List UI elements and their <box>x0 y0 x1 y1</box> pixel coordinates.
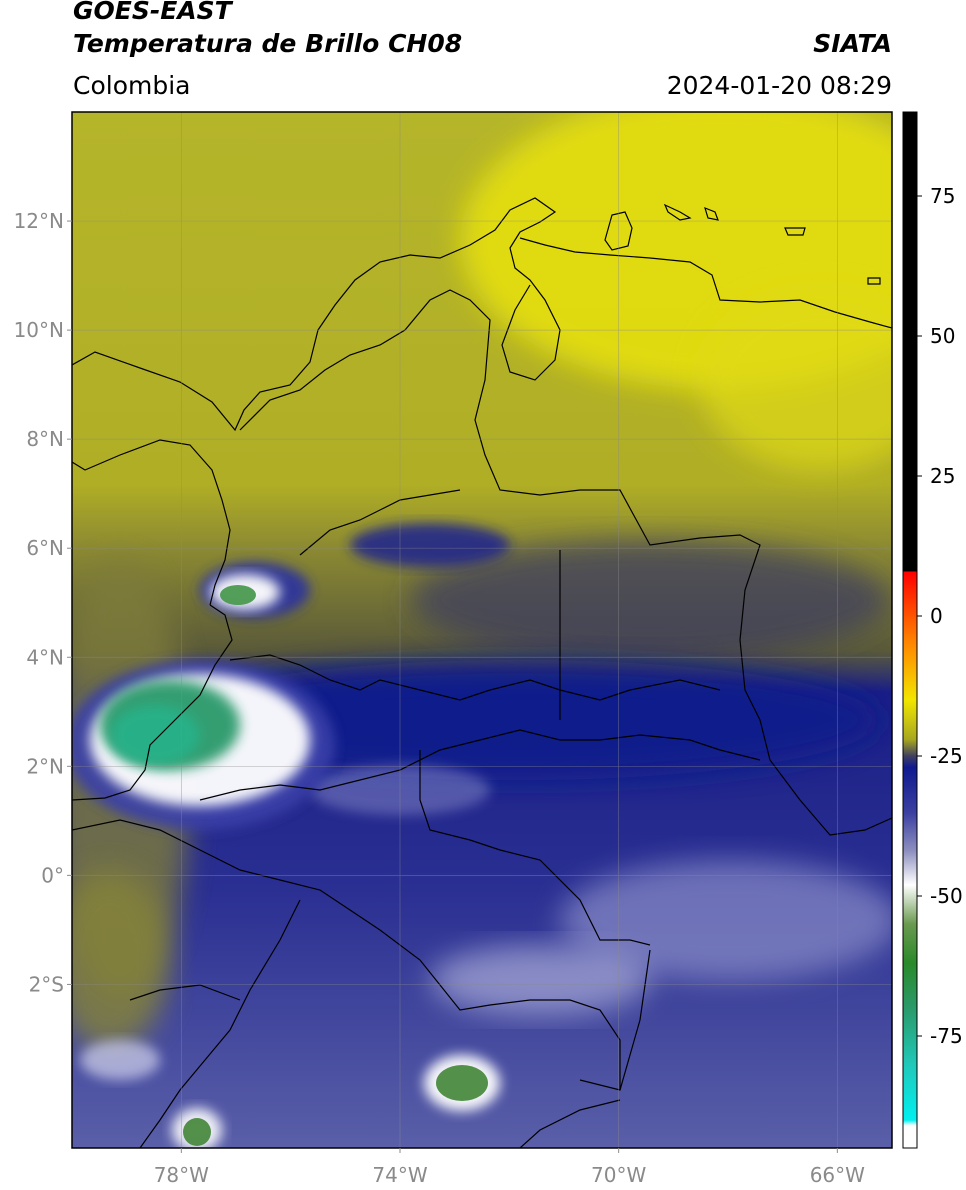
map-gridlines <box>72 112 892 1148</box>
colorbar-frame <box>902 111 918 1149</box>
latitude-axis: 12°N 10°N 8°N 6°N 4°N 2°N 0° 2°S <box>14 209 72 996</box>
lon-tick-label: 66°W <box>810 1163 865 1187</box>
lat-tick-label: 0° <box>41 863 64 887</box>
lat-tick-label: 10°N <box>14 318 64 342</box>
lon-tick-label: 70°W <box>591 1163 646 1187</box>
map-frame <box>71 111 893 1149</box>
colorbar-tick-label: 25 <box>930 464 955 488</box>
lat-tick-label: 2°S <box>29 972 64 996</box>
colorbar-tick-label: 0 <box>930 604 943 628</box>
product-title: Temperatura de Brillo CH08 <box>73 29 463 58</box>
lat-tick-label: 2°N <box>26 754 64 778</box>
colorbar-tick-label: 75 <box>930 184 955 208</box>
region-label: Colombia <box>73 71 191 100</box>
lat-tick-label: 6°N <box>26 536 64 560</box>
lon-tick-label: 78°W <box>154 1163 209 1187</box>
lat-tick-label: 12°N <box>14 209 64 233</box>
coastline-borders <box>72 197 892 1148</box>
satellite-image <box>72 112 892 1148</box>
lat-tick-label: 4°N <box>26 645 64 669</box>
timestamp-label: 2024-01-20 08:29 <box>666 71 892 100</box>
colorbar-tick-label: 50 <box>930 324 955 348</box>
satellite-title: GOES-EAST <box>73 0 232 25</box>
colorbar-gradient <box>903 112 917 1148</box>
lon-tick-label: 74°W <box>372 1163 427 1187</box>
longitude-axis: 78°W 74°W 70°W 66°W <box>154 1148 865 1187</box>
colorbar-tick-label: -25 <box>930 744 963 768</box>
source-label: SIATA <box>813 29 892 58</box>
lat-tick-label: 8°N <box>26 427 64 451</box>
colorbar: 75 50 25 0 -25 -50 -75 <box>902 111 963 1149</box>
colorbar-ticks: 75 50 25 0 -25 -50 -75 <box>917 184 963 1048</box>
colorbar-tick-label: -75 <box>930 1024 963 1048</box>
colorbar-tick-label: -50 <box>930 884 963 908</box>
